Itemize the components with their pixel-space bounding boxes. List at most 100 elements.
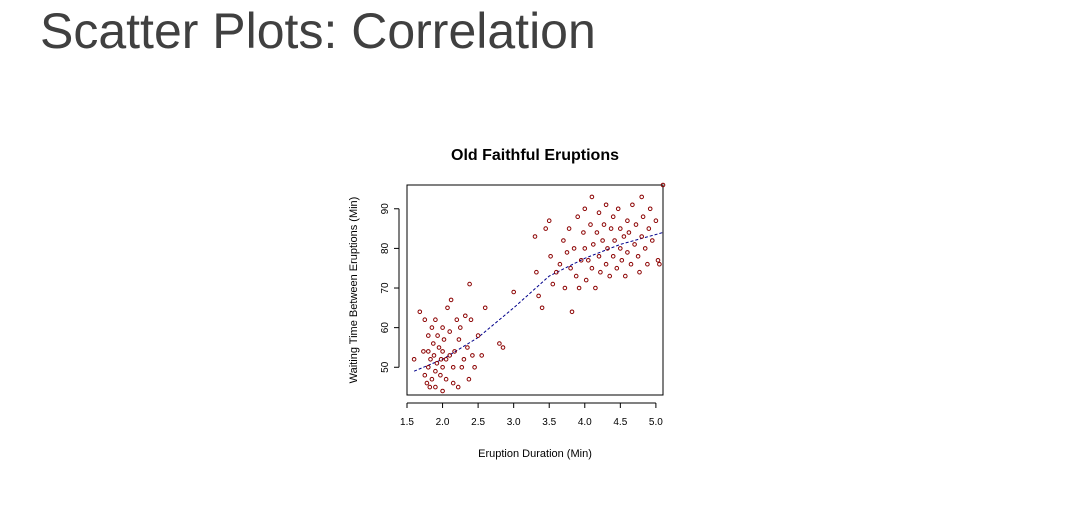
data-point xyxy=(550,281,556,287)
data-point xyxy=(543,226,548,231)
data-point xyxy=(497,341,502,346)
data-point xyxy=(582,246,588,251)
x-tick-label: 3.0 xyxy=(507,417,521,428)
data-point xyxy=(436,345,442,350)
data-point xyxy=(429,325,435,330)
data-point xyxy=(472,365,477,370)
data-point xyxy=(536,293,541,299)
data-point xyxy=(571,246,577,251)
data-point xyxy=(466,376,472,382)
data-point xyxy=(625,218,630,223)
data-point xyxy=(534,269,539,275)
x-tick-label: 1.5 xyxy=(400,417,414,428)
data-point xyxy=(450,365,456,370)
data-point xyxy=(421,349,426,354)
data-point xyxy=(582,206,588,212)
data-point xyxy=(646,226,652,231)
data-point xyxy=(642,246,648,251)
slide-title: Scatter Plots: Correlation xyxy=(40,3,596,59)
data-point xyxy=(623,273,628,279)
y-tick-label: 60 xyxy=(380,322,391,334)
trend-line xyxy=(413,232,664,372)
data-point xyxy=(639,194,645,200)
data-point xyxy=(594,230,600,235)
data-points xyxy=(411,182,666,394)
data-point xyxy=(647,206,653,212)
data-point xyxy=(434,361,440,366)
data-point xyxy=(610,214,616,219)
data-point xyxy=(640,214,646,219)
x-axis-label: Eruption Duration (Min) xyxy=(478,448,592,460)
data-point xyxy=(618,226,623,231)
data-point xyxy=(581,230,586,235)
data-point xyxy=(463,313,468,319)
data-point xyxy=(554,269,559,275)
data-point xyxy=(583,277,589,283)
data-point xyxy=(435,333,440,338)
data-point xyxy=(431,341,436,346)
data-point xyxy=(548,254,553,259)
data-point xyxy=(440,349,445,354)
data-point xyxy=(639,234,645,239)
data-point xyxy=(428,357,433,362)
data-point xyxy=(619,258,625,263)
data-point xyxy=(566,226,572,231)
y-tick-label: 70 xyxy=(380,282,391,294)
data-point xyxy=(468,317,474,322)
data-point xyxy=(438,357,444,362)
data-point xyxy=(433,317,438,322)
data-point xyxy=(461,357,467,362)
data-point xyxy=(429,376,435,382)
data-point xyxy=(635,254,641,259)
y-axis-label: Waiting Time Between Eruptions (Min) xyxy=(348,197,360,384)
data-point xyxy=(511,289,516,295)
data-point xyxy=(450,380,456,386)
data-point xyxy=(539,305,545,311)
data-point xyxy=(607,273,613,279)
data-point xyxy=(657,261,662,267)
data-point xyxy=(426,349,431,354)
data-point xyxy=(578,258,584,263)
data-point xyxy=(655,258,661,263)
data-point xyxy=(445,305,450,311)
data-point xyxy=(633,222,639,227)
y-tick-label: 90 xyxy=(380,203,391,215)
data-point xyxy=(447,329,452,334)
data-point xyxy=(573,273,579,279)
data-point xyxy=(440,388,445,394)
data-point xyxy=(532,234,538,239)
data-point xyxy=(603,202,609,208)
data-point xyxy=(589,265,595,271)
x-tick-label: 5.0 xyxy=(649,417,663,428)
data-point xyxy=(601,222,607,227)
plot-frame xyxy=(406,184,664,396)
data-point xyxy=(564,250,570,255)
data-point xyxy=(443,376,449,382)
data-point xyxy=(557,261,563,267)
data-point xyxy=(411,357,417,362)
data-point xyxy=(593,285,598,291)
data-point xyxy=(422,317,428,322)
data-point xyxy=(626,230,632,235)
data-point xyxy=(422,372,428,378)
data-point xyxy=(632,242,637,247)
data-point xyxy=(589,194,595,200)
scatter-chart: Old Faithful Eruptions 1.5 2.0 2.5 3.0 3.5 4.… xyxy=(348,147,666,460)
data-point xyxy=(431,353,437,358)
data-point xyxy=(605,246,610,251)
data-point xyxy=(628,261,634,267)
data-point xyxy=(479,353,484,358)
data-point xyxy=(417,309,423,315)
data-point xyxy=(459,365,465,370)
data-point xyxy=(438,372,443,378)
x-tick-label: 3.5 xyxy=(542,417,556,428)
data-point xyxy=(630,202,635,208)
data-point xyxy=(614,265,620,271)
data-point xyxy=(561,238,566,243)
data-point xyxy=(650,238,655,243)
data-point xyxy=(447,353,452,358)
data-point xyxy=(424,380,430,386)
data-point xyxy=(456,337,462,342)
data-point xyxy=(653,218,659,223)
data-point xyxy=(576,285,582,291)
